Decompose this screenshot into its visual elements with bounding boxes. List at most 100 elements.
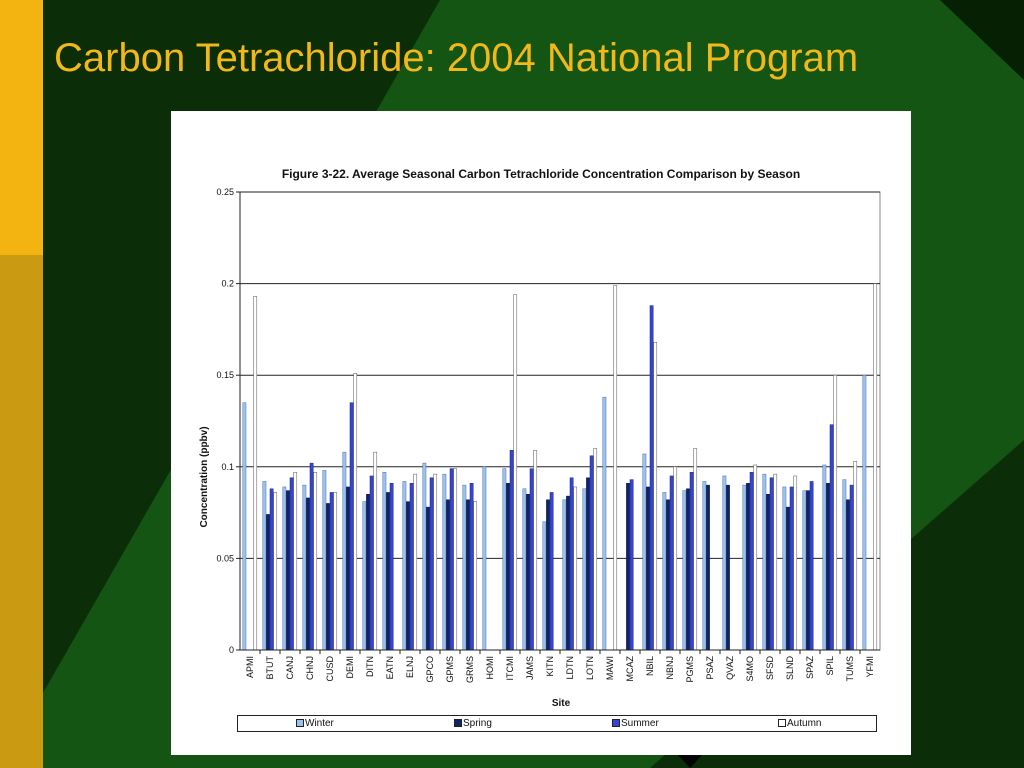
bar-summer-itcmi [509,450,514,651]
x-tick-label: MCAZ [625,656,635,682]
bar-spring-lotn [586,477,590,651]
bar-autumn-chnj [313,472,318,651]
bar-summer-mcaz [629,479,634,651]
bar-summer-sfsd [769,477,774,651]
y-tick-label: 0.15 [216,370,234,380]
bar-winter-itcmi [502,468,507,651]
bar-autumn-demi [353,373,358,651]
x-tick-label: GPCO [425,656,435,683]
bar-winter-chnj [302,484,307,651]
bar-chart: 0 0.05 0.1 0.15 0.2 0.25 APMI BTUT CANJ CHNJ CUSD D… [199,187,881,709]
bar-autumn-sfsd [773,473,778,651]
chart-panel: 0 0.05 0.1 0.15 0.2 0.25 APMI BTUT CANJ CHNJ CUSD D… [171,111,911,755]
x-tick-label: DITN [365,656,375,677]
x-tick-label: ITCMI [505,656,515,681]
x-tick-label: GPMS [445,656,455,683]
bar-spring-mcaz [626,483,630,651]
bar-summer-ditn [369,475,374,651]
bar-spring-elnj [406,501,410,651]
bar-summer-grms [469,483,474,651]
bar-winter-cusd [322,470,327,651]
bar-summer-nbnj [669,475,674,651]
bar-summer-lotn [589,455,594,651]
legend-item-winter: Winter [296,718,334,729]
bar-autumn-cusd [333,492,338,651]
x-tick-label: QVAZ [725,656,735,680]
legend-label-autumn: Autumn [787,718,822,729]
bar-winter-tums [842,479,847,651]
x-tick-label: PGMS [685,656,695,683]
x-tick-label: KITN [545,656,555,677]
bar-winter-elnj [402,481,407,651]
x-tick-label: TUMS [845,656,855,682]
x-tick-label: SFSD [765,656,775,681]
bar-autumn-lotn [593,448,598,651]
x-tick-label: PSAZ [705,656,715,680]
x-tick-label: SPAZ [805,656,815,679]
legend-swatch-autumn [778,719,786,727]
y-tick-label: 0.2 [221,279,234,289]
x-tick-label: APMI [245,656,255,678]
bar-summer-s4mo [749,472,754,651]
bar-winter-slnd [782,486,787,651]
bar-spring-btut [266,514,270,651]
bar-summer-tums [849,484,854,651]
bar-winter-mawi [602,396,607,651]
legend-item-summer: Summer [612,718,659,729]
bar-summer-spaz [809,481,814,651]
bar-autumn-apmi [253,296,258,651]
bar-winter-qvaz [722,475,727,651]
bar-spring-pgms [686,488,690,651]
x-tick-label: LDTN [565,656,575,680]
bar-autumn-gpms [453,468,458,651]
bar-spring-demi [346,486,350,651]
x-tick-label: ELNJ [405,656,415,678]
bar-autumn-slnd [793,475,798,651]
x-tick-label: CUSD [325,656,335,682]
bar-summer-demi [349,402,354,651]
bar-spring-canj [286,490,290,651]
bar-winter-grms [462,484,467,651]
bar-autumn-ditn [373,451,378,651]
bar-winter-lotn [582,488,587,651]
bar-summer-cusd [329,492,334,651]
chart-legend: Winter Spring Summer Autumn [237,715,877,732]
bar-winter-eatn [382,472,387,651]
bar-autumn-ldtn [573,486,578,651]
bar-summer-elnj [409,483,414,651]
y-tick-label: 0.25 [216,187,234,197]
bar-autumn-btut [273,492,278,651]
bar-spring-grms [466,499,470,651]
bar-winter-kitn [542,521,547,651]
bar-summer-chnj [309,462,314,651]
x-tick-label: CANJ [285,656,295,680]
bar-winter-ditn [362,501,367,651]
bar-summer-jams [529,468,534,651]
bar-winter-yfmi [862,374,867,651]
x-tick-label: JAMS [525,656,535,680]
chart-title: Figure 3-22. Average Seasonal Carbon Tet… [281,167,801,181]
x-tick-label: MAWI [605,656,615,680]
bar-autumn-mawi [613,285,618,651]
bar-winter-btut [262,481,267,651]
bar-summer-btut [269,488,274,651]
bar-spring-tums [846,499,850,651]
bars [242,283,878,651]
bar-spring-s4mo [746,483,750,651]
x-tick-label: NBIL [645,656,655,676]
y-tick-label: 0 [229,645,234,655]
x-tick-label: EATN [385,656,395,679]
bar-winter-nbnj [662,492,667,651]
bar-winter-demi [342,451,347,651]
y-tick-label: 0.05 [216,553,234,563]
bar-spring-spil [826,483,830,651]
bar-spring-chnj [306,497,310,651]
x-axis-label: Site [552,698,571,709]
bar-summer-kitn [549,492,554,651]
bar-autumn-itcmi [513,294,518,651]
bar-summer-pgms [689,472,694,651]
bar-summer-eatn [389,483,394,651]
bar-winter-jams [522,488,527,651]
legend-label-spring: Spring [463,718,492,729]
bar-autumn-canj [293,472,298,651]
